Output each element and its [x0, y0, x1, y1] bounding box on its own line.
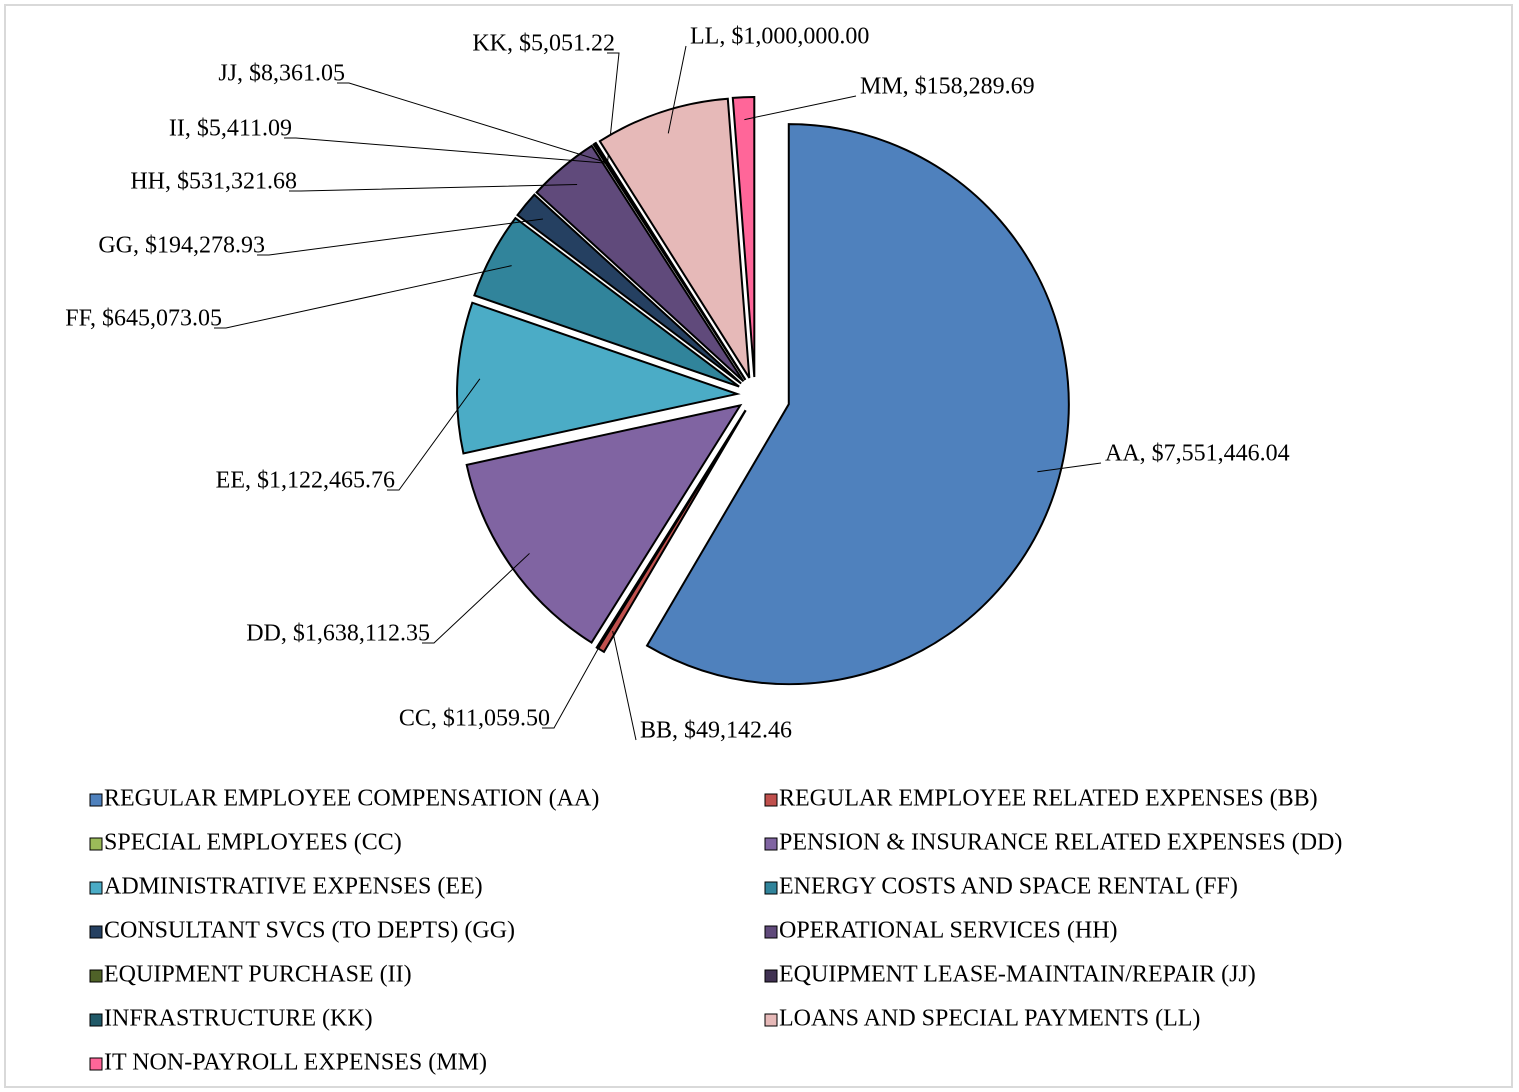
legend-swatch [764, 881, 778, 895]
data-label: FF, $645,073.05 [65, 306, 222, 332]
data-label: KK, $5,051.22 [472, 31, 615, 57]
pie-slice [645, 123, 1070, 686]
pie-slice [598, 97, 751, 379]
leader-line [387, 378, 481, 491]
leader-line [542, 628, 610, 729]
leader-line [284, 137, 607, 164]
legend-label: INFRASTRUCTURE (KK) [104, 1006, 373, 1032]
pie-slice [456, 301, 741, 455]
legend-swatch [89, 1013, 103, 1027]
legend-swatch [89, 925, 103, 939]
pie-slice [465, 403, 743, 644]
data-label: LL, $1,000,000.00 [690, 24, 869, 50]
data-label: JJ, $8,361.05 [218, 61, 345, 87]
leader-line [257, 218, 543, 256]
leader-line [1037, 462, 1102, 473]
legend-label: CONSULTANT SVCS (TO DEPTS) (GG) [104, 918, 515, 944]
legend-swatch [764, 1013, 778, 1027]
data-label: MM, $158,289.69 [860, 74, 1035, 100]
data-label: DD, $1,638,112.35 [246, 621, 430, 647]
data-label: HH, $531,321.68 [130, 169, 297, 195]
legend-label: REGULAR EMPLOYEE RELATED EXPENSES (BB) [779, 786, 1318, 812]
legend-swatch [89, 837, 103, 851]
legend-label: REGULAR EMPLOYEE COMPENSATION (AA) [104, 786, 599, 812]
legend-label: SPECIAL EMPLOYEES (CC) [104, 830, 402, 856]
leader-line [214, 265, 512, 329]
data-label: AA, $7,551,446.04 [1105, 441, 1290, 467]
legend-swatch [89, 881, 103, 895]
pie-slice [473, 216, 740, 388]
legend-label: ADMINISTRATIVE EXPENSES (EE) [104, 874, 483, 900]
data-label: GG, $194,278.93 [98, 233, 265, 259]
leader-line [667, 45, 687, 134]
legend-swatch [89, 1057, 103, 1071]
legend-swatch [764, 969, 778, 983]
legend-swatch [764, 793, 778, 807]
leader-line [612, 630, 637, 741]
legend-label: EQUIPMENT LEASE-MAINTAIN/REPAIR (JJ) [779, 962, 1256, 988]
data-label: CC, $11,059.50 [399, 706, 550, 732]
leader-line [744, 95, 857, 121]
pie-slice [516, 193, 742, 385]
data-label: BB, $49,142.46 [640, 718, 792, 744]
pie-slice [731, 96, 756, 378]
legend-swatch [764, 925, 778, 939]
leader-line [289, 184, 578, 192]
legend-label: EQUIPMENT PURCHASE (II) [104, 962, 412, 988]
data-label: EE, $1,122,465.76 [216, 468, 395, 494]
legend-label: PENSION & INSURANCE RELATED EXPENSES (DD… [779, 830, 1342, 856]
leader-line [607, 52, 620, 163]
pie-slice [535, 144, 745, 382]
legend-label: OPERATIONAL SERVICES (HH) [779, 918, 1118, 944]
legend-label: LOANS AND SPECIAL PAYMENTS (LL) [779, 1006, 1200, 1032]
pie-slice [593, 141, 747, 381]
legend-swatch [89, 969, 103, 983]
leader-line [422, 553, 530, 644]
legend-swatch [764, 837, 778, 851]
legend-swatch [89, 793, 103, 807]
leader-line [337, 82, 607, 164]
data-label: II, $5,411.09 [169, 116, 292, 142]
legend-label: IT NON-PAYROLL EXPENSES (MM) [104, 1050, 487, 1076]
legend-label: ENERGY COSTS AND SPACE RENTAL (FF) [779, 874, 1238, 900]
